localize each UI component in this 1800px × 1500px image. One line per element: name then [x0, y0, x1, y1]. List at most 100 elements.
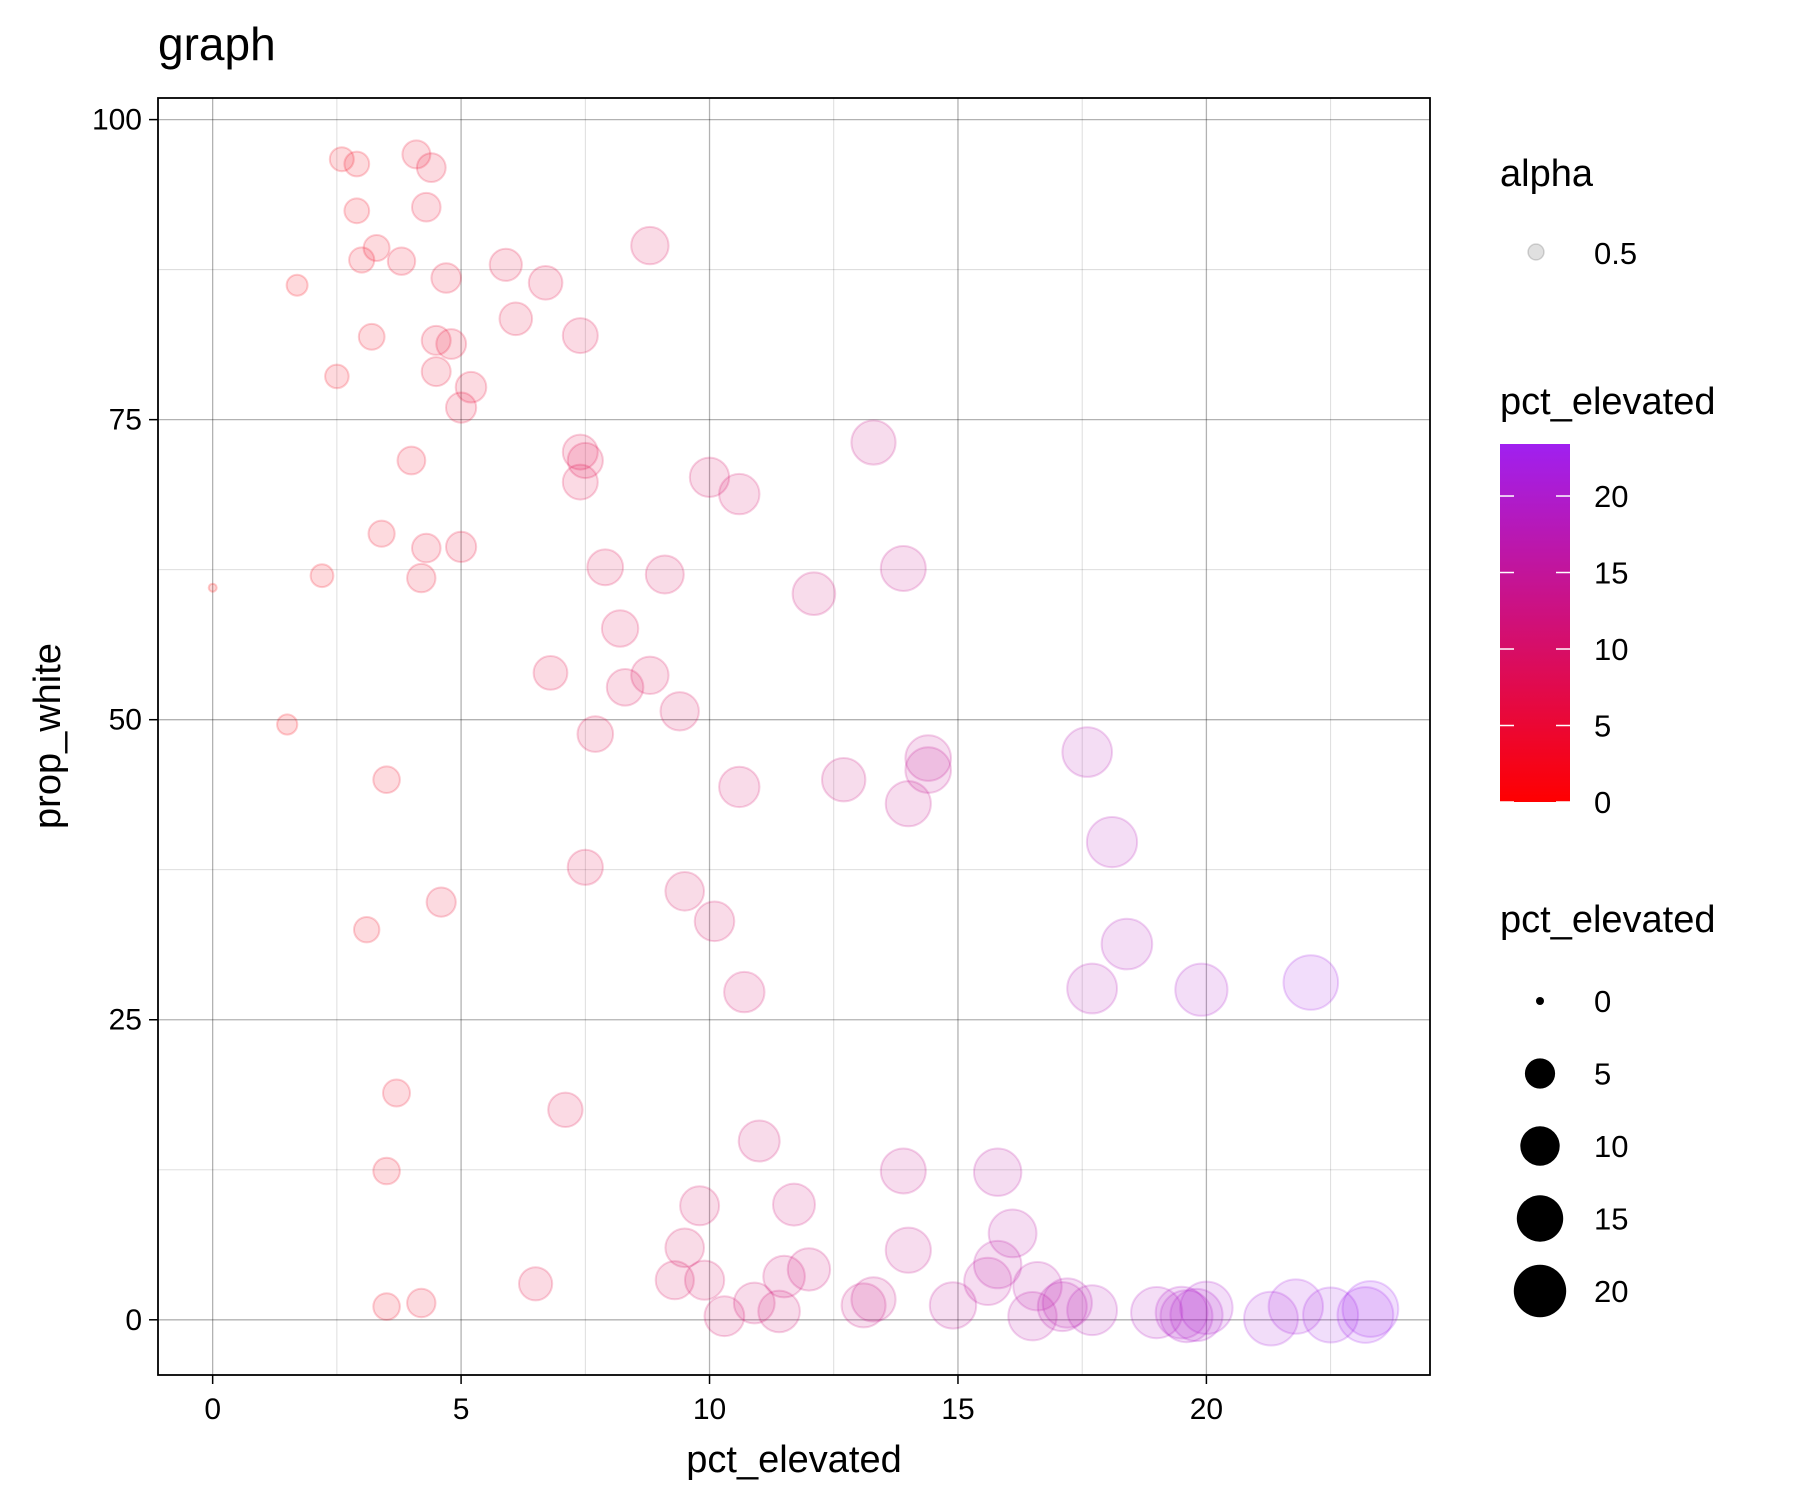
size-legend-key [1520, 1126, 1560, 1166]
legend-size: pct_elevated 0 5 10 15 20 [1500, 899, 1716, 1318]
size-legend-label: 10 [1594, 1129, 1628, 1164]
data-point [1267, 1278, 1325, 1335]
data-point [605, 668, 645, 707]
data-point [884, 780, 932, 828]
axis-ticks: 0 5 10 15 20 0 25 50 75 100 [92, 104, 1223, 1426]
data-point [454, 370, 488, 404]
data-point [411, 532, 442, 564]
data-point [1100, 917, 1154, 971]
data-point [566, 441, 604, 480]
data-point [586, 548, 625, 587]
data-point [791, 571, 837, 617]
data-point [850, 1276, 897, 1323]
data-point [372, 765, 401, 795]
data-point [1066, 1284, 1118, 1337]
data-point [498, 301, 534, 337]
data-point [1341, 1280, 1400, 1338]
grid-lines [158, 98, 1430, 1375]
size-legend-label: 15 [1594, 1202, 1628, 1237]
data-point [415, 152, 447, 184]
size-legend-label: 20 [1594, 1274, 1628, 1309]
data-point [664, 1227, 706, 1269]
colorbar-tick-label: 10 [1594, 632, 1628, 667]
data-point [324, 363, 350, 390]
size-legend-key [1513, 1264, 1567, 1318]
data-point [561, 463, 599, 501]
x-axis-label: pct_elevated [686, 1439, 902, 1481]
data-point [343, 150, 371, 178]
y-tick-label: 75 [109, 404, 142, 437]
colorbar-tick-label: 5 [1594, 709, 1611, 744]
data-point [445, 530, 478, 564]
data-point [518, 1266, 554, 1302]
x-tick-label: 10 [693, 1393, 726, 1426]
colorbar-gradient [1500, 444, 1570, 802]
y-tick-label: 100 [92, 104, 142, 137]
data-point [684, 1259, 726, 1301]
size-legend-key [1516, 1195, 1564, 1242]
colorbar-ticks: 0 5 10 15 20 [1500, 479, 1628, 820]
data-point [561, 433, 599, 471]
data-point [1085, 816, 1139, 869]
legend-colorbar: pct_elevated 0 5 10 15 20 [1500, 381, 1716, 820]
data-point [425, 886, 457, 918]
plot-panel-border [157, 97, 1431, 1376]
data-point [372, 1292, 401, 1321]
data-point [600, 609, 640, 648]
data-point [430, 262, 463, 294]
colorbar-tick-label: 15 [1594, 556, 1628, 591]
data-point [1007, 1291, 1058, 1342]
data-point [659, 691, 700, 732]
data-point [679, 1185, 721, 1227]
data-point [757, 1289, 801, 1334]
data-point [435, 328, 468, 360]
data-point [1243, 1290, 1299, 1347]
data-point [723, 970, 766, 1014]
data-point [547, 1091, 584, 1129]
x-tick-label: 0 [204, 1393, 221, 1426]
data-point [644, 554, 685, 595]
data-point [445, 391, 478, 424]
data-point [411, 191, 442, 223]
data-point [386, 246, 417, 276]
data-point [488, 247, 523, 282]
y-axis-label: prop_white [27, 643, 69, 829]
data-point [693, 900, 736, 943]
data-point [1154, 1285, 1209, 1340]
data-point [1336, 1286, 1395, 1344]
data-point [382, 1078, 411, 1108]
data-point [309, 563, 335, 589]
data-point [630, 225, 670, 266]
data-point [285, 273, 309, 297]
data-point [963, 1256, 1013, 1307]
data-point [1041, 1277, 1093, 1329]
data-point [688, 456, 731, 498]
data-point [850, 419, 897, 466]
data-point [353, 916, 381, 944]
data-point [703, 1295, 746, 1338]
y-tick-label: 0 [125, 1304, 142, 1337]
legend-alpha: alpha 0.5 [1500, 153, 1637, 271]
data-point [362, 234, 391, 262]
size-legend-key [1536, 997, 1544, 1005]
data-points [207, 139, 1400, 1347]
data-point [207, 582, 218, 593]
size-legend-label: 0 [1594, 984, 1611, 1019]
data-point [879, 545, 927, 592]
data-point [343, 197, 371, 225]
data-point [406, 1287, 437, 1319]
legend-alpha-value: 0.5 [1594, 236, 1637, 271]
legend-alpha-key [1527, 243, 1545, 261]
legend-size-title: pct_elevated [1500, 899, 1716, 941]
data-point [1036, 1281, 1088, 1333]
data-point [879, 1147, 927, 1195]
data-point [367, 519, 396, 548]
data-point [348, 246, 376, 274]
data-point [1174, 962, 1229, 1017]
chart-title: graph [158, 18, 276, 70]
data-point [718, 472, 761, 516]
data-point [718, 765, 761, 809]
data-point [928, 1281, 978, 1330]
data-point [527, 265, 564, 301]
